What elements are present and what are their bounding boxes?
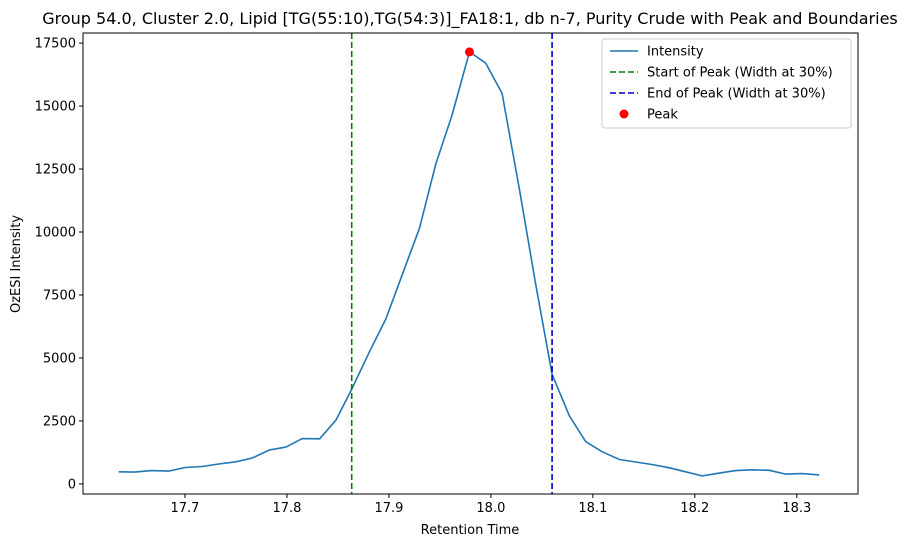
y-tick-label: 15000 [35, 100, 76, 115]
legend-label: End of Peak (Width at 30%) [647, 87, 826, 102]
legend-label: Start of Peak (Width at 30%) [647, 66, 833, 81]
x-tick-label: 18.0 [476, 501, 505, 516]
x-tick-label: 18.3 [782, 501, 811, 516]
x-tick-label: 17.8 [272, 501, 301, 516]
legend-label: Intensity [647, 45, 704, 60]
legend-label: Peak [647, 108, 678, 123]
legend-marker-peak [619, 109, 629, 119]
legend: Intensity Start of Peak (Width at 30%) End… [601, 38, 852, 129]
plot-frame [82, 32, 859, 495]
y-tick-label: 2500 [43, 414, 76, 429]
y-tick-label: 7500 [43, 288, 76, 303]
x-tick-label: 18.2 [680, 501, 709, 516]
chart-title: Group 54.0, Cluster 2.0, Lipid [TG(55:10… [42, 9, 898, 29]
y-tick-label: 10000 [35, 226, 76, 241]
x-tick-label: 17.7 [170, 501, 199, 516]
peak-marker [464, 47, 474, 57]
x-axis-label: Retention Time [421, 523, 520, 538]
y-tick-label: 17500 [35, 37, 76, 52]
y-tick-label: 5000 [43, 351, 76, 366]
legend-box [601, 38, 852, 129]
y-tick-label: 0 [68, 477, 76, 492]
x-tick-label: 18.1 [578, 501, 607, 516]
y-tick-label: 12500 [35, 163, 76, 178]
x-tick-label: 17.9 [374, 501, 403, 516]
y-axis-label: OzESI Intensity [9, 215, 24, 313]
